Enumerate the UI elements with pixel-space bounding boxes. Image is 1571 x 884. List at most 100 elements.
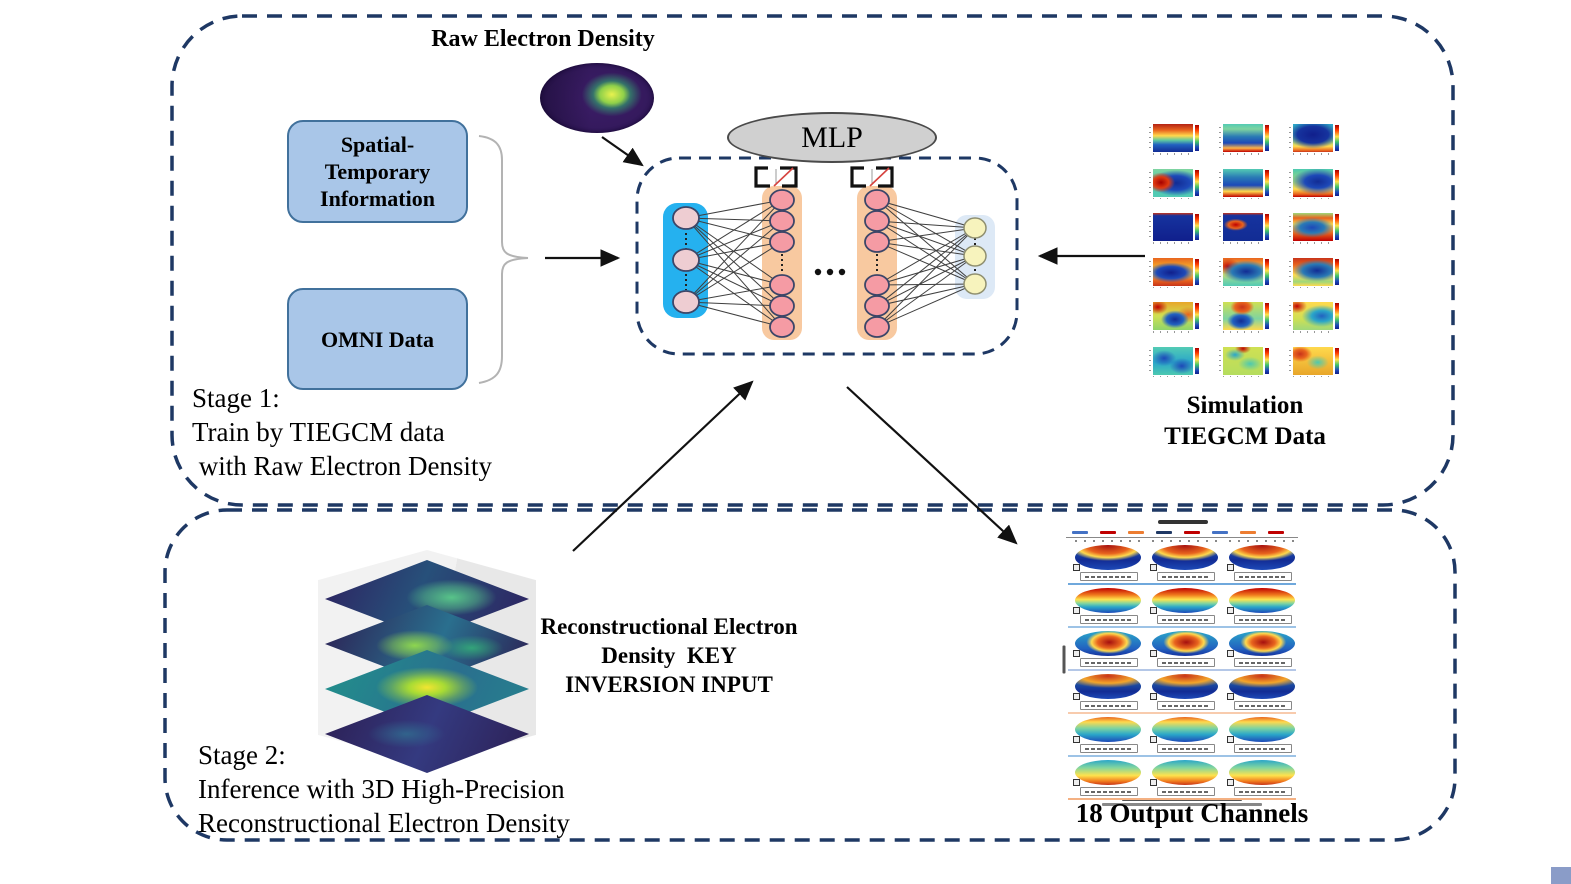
connection-line: [876, 241, 976, 285]
output-map-caption-box: [1080, 615, 1138, 624]
output-node: [963, 217, 987, 239]
mlp-ellipse: MLP: [727, 112, 937, 163]
sim-heatmap: [1293, 124, 1333, 152]
connection-line: [876, 220, 976, 285]
output-map-letter-box: [1227, 650, 1234, 657]
connection-line: [876, 255, 976, 328]
output-node: [963, 245, 987, 267]
output-map-caption-box: [1234, 658, 1292, 667]
sim-heatmap: [1153, 124, 1193, 152]
connection-line: [685, 199, 783, 219]
sim-heatmap: [1153, 257, 1193, 286]
sim-colorbar: [1335, 258, 1339, 285]
mlp-network-graphic: [663, 166, 995, 340]
output-map-letter-box: [1150, 607, 1157, 614]
output-map-ellipse: [1152, 674, 1218, 699]
output-map-letter-box: [1150, 650, 1157, 657]
output-row-underline: [1068, 798, 1296, 800]
hidden-node: [864, 295, 890, 317]
stage1-box: [170, 14, 1455, 507]
sim-map-cell: [1147, 213, 1205, 244]
output-map-letter-box: [1227, 607, 1234, 614]
output-map-caption-box: [1080, 701, 1138, 710]
output-map-ellipse: [1075, 717, 1141, 742]
output-map-caption-box: [1234, 744, 1292, 753]
mlp-label: MLP: [801, 120, 863, 154]
output-map-caption-box: [1234, 572, 1292, 581]
sim-heatmap: [1293, 302, 1333, 330]
connection-line: [876, 227, 976, 243]
connection-line: [685, 199, 783, 261]
output-tick-smudge: [1075, 540, 1141, 542]
sim-colorbar: [1265, 169, 1269, 196]
stage2-box: [163, 508, 1457, 842]
omni-data-label: OMNI Data: [320, 326, 435, 352]
output-legend-segment: [1072, 531, 1088, 534]
sim-colorbar: [1195, 214, 1199, 240]
output-map-letter-box: [1227, 693, 1234, 700]
sim-colorbar: [1195, 258, 1199, 285]
hidden-node: [769, 316, 795, 338]
hidden-node: [769, 231, 795, 253]
input-node: [672, 206, 700, 230]
connection-line: [685, 220, 783, 303]
omni-data-box: OMNI Data: [287, 288, 468, 390]
output-map-caption-box: [1157, 787, 1215, 796]
sim-heatmap: [1223, 213, 1263, 241]
output-row-underline: [1068, 755, 1296, 757]
sim-heatmap: [1223, 124, 1263, 152]
sim-map-cell: [1147, 168, 1205, 200]
hidden-node: [864, 231, 890, 253]
connection-line: [876, 199, 976, 257]
connection-line: [876, 220, 976, 229]
sim-heatmap: [1153, 213, 1193, 241]
spatial-temporal-info-label: Spatial- Temporary Information: [320, 132, 435, 211]
connection-line: [685, 220, 783, 261]
layer-ellipsis-dot: [814, 268, 822, 276]
output-map-caption-box: [1157, 701, 1215, 710]
sim-heatmap: [1153, 168, 1193, 197]
connection-line: [876, 283, 976, 286]
output-map-ellipse: [1152, 588, 1218, 613]
sim-map-cell: [1147, 346, 1205, 378]
output-row-underline: [1068, 669, 1296, 671]
dropout-switch-icon: [850, 166, 894, 188]
output-legend-segment: [1100, 531, 1116, 534]
sim-heatmap: [1223, 302, 1263, 330]
sim-colorbar: [1265, 258, 1269, 285]
output-map-letter-box: [1227, 736, 1234, 743]
hidden-node: [864, 189, 890, 211]
output-map-letter-box: [1073, 779, 1080, 786]
connection-line: [876, 283, 976, 328]
output-map-ellipse: [1229, 545, 1295, 570]
connection-line: [685, 301, 783, 307]
sim-heatmap: [1223, 346, 1263, 375]
connection-line: [876, 220, 976, 257]
output-figure-rule: [1066, 537, 1298, 538]
hidden-node: [864, 274, 890, 296]
output-map-letter-box: [1073, 693, 1080, 700]
output-map-ellipse: [1152, 760, 1218, 785]
sim-map-cell: [1147, 124, 1205, 155]
hidden-node: [769, 210, 795, 232]
output-legend-segment: [1156, 531, 1172, 534]
connection-line: [876, 283, 976, 307]
sim-colorbar: [1265, 303, 1269, 329]
sim-map-cell: [1217, 257, 1275, 289]
output-map-ellipse: [1075, 674, 1141, 699]
connection-line: [876, 255, 976, 307]
output-map-caption-box: [1234, 615, 1292, 624]
output-map-ellipse: [1152, 631, 1218, 656]
input-node: [672, 248, 700, 272]
output-map-caption-box: [1080, 787, 1138, 796]
arrow-stack-to-mlp: [572, 380, 754, 552]
output-map-ellipse: [1229, 588, 1295, 613]
output-figure-title-smudge: [1158, 520, 1208, 524]
output-map-ellipse: [1229, 674, 1295, 699]
output-legend-segment: [1212, 531, 1228, 534]
spatial-temporal-info-box: Spatial- Temporary Information: [287, 120, 468, 223]
sim-colorbar: [1195, 303, 1199, 329]
output-figure-caption-smudge: [1102, 803, 1262, 806]
output-node: [963, 273, 987, 295]
sim-colorbar: [1335, 169, 1339, 196]
